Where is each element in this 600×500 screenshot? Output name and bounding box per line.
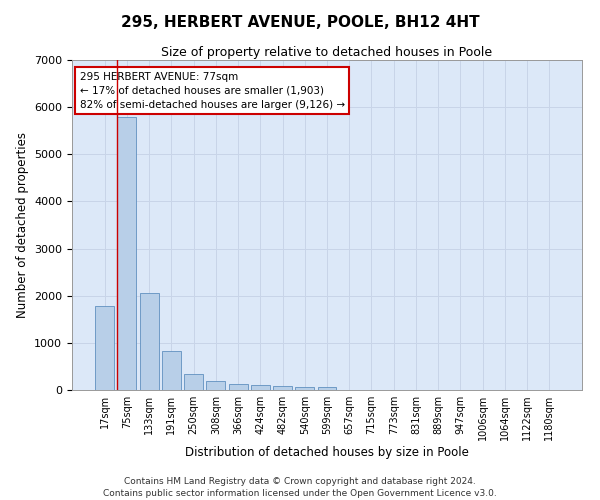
Text: Contains HM Land Registry data © Crown copyright and database right 2024.
Contai: Contains HM Land Registry data © Crown c…: [103, 476, 497, 498]
Bar: [251, 386, 270, 390]
Bar: [229, 384, 248, 390]
Bar: [140, 293, 158, 390]
Bar: [184, 374, 203, 390]
Bar: [206, 382, 225, 390]
Text: 295 HERBERT AVENUE: 77sqm
← 17% of detached houses are smaller (1,903)
82% of se: 295 HERBERT AVENUE: 77sqm ← 17% of detac…: [80, 72, 345, 110]
Bar: [295, 387, 314, 390]
Text: 295, HERBERT AVENUE, POOLE, BH12 4HT: 295, HERBERT AVENUE, POOLE, BH12 4HT: [121, 15, 479, 30]
Y-axis label: Number of detached properties: Number of detached properties: [16, 132, 29, 318]
Bar: [273, 386, 292, 390]
Title: Size of property relative to detached houses in Poole: Size of property relative to detached ho…: [161, 46, 493, 59]
Bar: [162, 351, 181, 390]
X-axis label: Distribution of detached houses by size in Poole: Distribution of detached houses by size …: [185, 446, 469, 459]
Bar: [118, 116, 136, 390]
Bar: [317, 387, 337, 390]
Bar: [95, 306, 114, 390]
